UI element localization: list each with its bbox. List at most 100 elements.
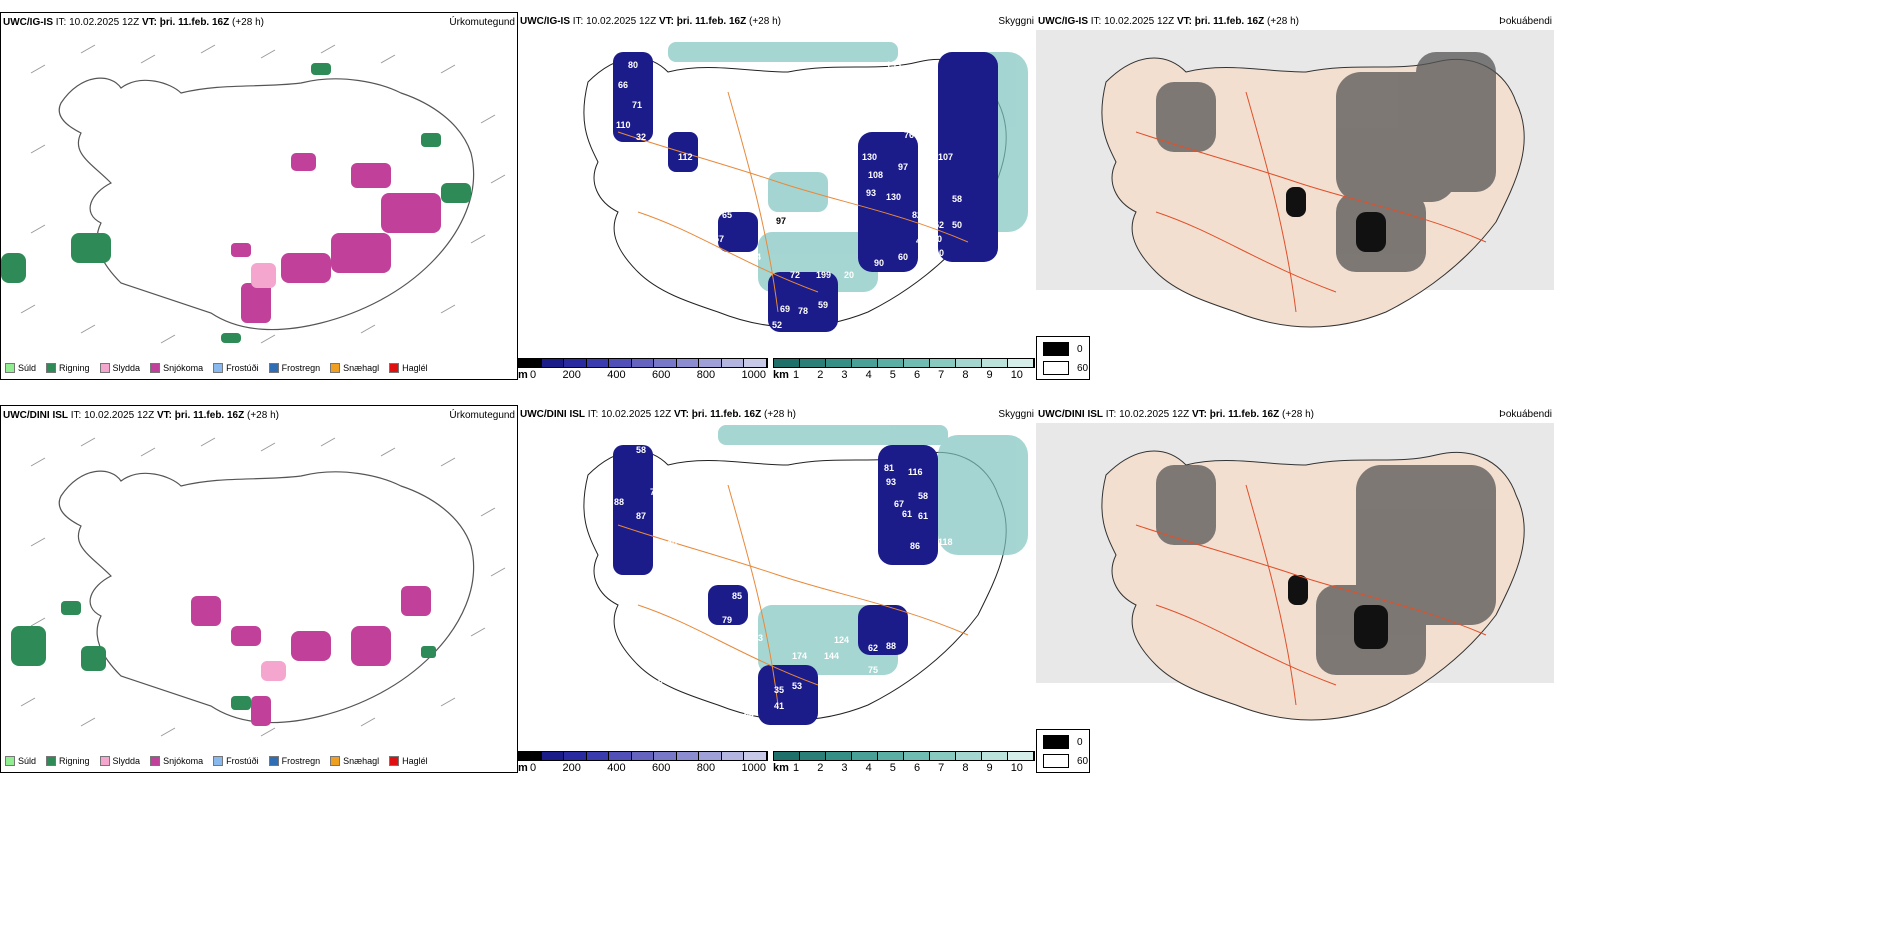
legend-swatch bbox=[150, 756, 161, 766]
fog-swatch-black bbox=[1043, 735, 1069, 749]
precip-panel-row2: UWC/DINI ISL IT: 10.02.2025 12Z VT: þri.… bbox=[0, 405, 518, 773]
ceiling-label: 114 bbox=[672, 172, 687, 182]
ceiling-label: 97 bbox=[898, 162, 909, 172]
ceiling-label: 64 bbox=[744, 709, 755, 719]
ceiling-label: 107 bbox=[938, 152, 954, 162]
ceiling-label: 195 bbox=[886, 60, 902, 70]
ceiling-label: 5 bbox=[928, 130, 934, 140]
visibility-colorbar bbox=[773, 358, 1035, 368]
legend-item: Haglél bbox=[389, 363, 428, 373]
ceiling-label: 69 bbox=[780, 304, 791, 314]
visibility-unit: km bbox=[773, 762, 789, 773]
ceiling-label: 54 bbox=[748, 330, 759, 340]
fog-swatch-white bbox=[1043, 361, 1069, 375]
legend-swatch bbox=[99, 756, 110, 766]
panel-name: Skyggni bbox=[998, 409, 1034, 420]
precip-map bbox=[11, 437, 506, 737]
ceiling-panel-row2: UWC/DINI ISL IT: 10.02.2025 12Z VT: þri.… bbox=[518, 405, 1036, 773]
panel-title: UWC/DINI ISL IT: 10.02.2025 12Z VT: þri.… bbox=[520, 409, 796, 420]
ceiling-label: 89 bbox=[918, 162, 929, 172]
ceiling-label: 82 bbox=[680, 565, 691, 575]
visibility-unit: km bbox=[773, 369, 789, 380]
ceiling-label: 119 bbox=[774, 595, 789, 605]
legend-swatch bbox=[389, 756, 400, 766]
fog-swatch-black bbox=[1043, 342, 1069, 356]
ceiling-label: 2 bbox=[972, 583, 978, 593]
visibility-colorbar bbox=[773, 751, 1035, 761]
ceiling-label: 66 bbox=[910, 615, 921, 625]
precip-legend: Súld Rigning Slydda Snjókoma Frostúði Fr… bbox=[5, 363, 428, 373]
ceiling-label: 41 bbox=[916, 236, 927, 246]
ceiling-label: 65 bbox=[722, 210, 733, 220]
legend-item: Haglél bbox=[389, 756, 428, 766]
ceiling-label: 79 bbox=[722, 615, 733, 625]
ceiling-label: 100 bbox=[662, 539, 678, 549]
ceiling-label: 78 bbox=[798, 306, 809, 316]
ceiling-label: 118 bbox=[938, 537, 953, 547]
legend-swatch bbox=[46, 363, 57, 373]
ceiling-label: 60 bbox=[898, 252, 909, 262]
ceiling-colorbar bbox=[518, 358, 768, 368]
fog-legend-row: 60 bbox=[1043, 361, 1088, 375]
ceiling-label: 52 bbox=[934, 220, 945, 230]
ceiling-label: 41 bbox=[774, 701, 785, 711]
ceiling-label: 76 bbox=[904, 130, 915, 140]
ceiling-label: 175 bbox=[746, 300, 762, 310]
ceiling-label: 29 bbox=[746, 673, 757, 683]
panel-title: UWC/DINI ISL IT: 10.02.2025 12Z VT: þri.… bbox=[1038, 409, 1314, 420]
ceiling-label: 108 bbox=[868, 170, 884, 180]
ceiling-label: 62 bbox=[868, 643, 879, 653]
ceiling-label: 88 bbox=[886, 641, 897, 651]
legend-item: Frostúði bbox=[213, 363, 259, 373]
ceiling-label: 90 bbox=[658, 525, 669, 535]
ceiling-label: 58 bbox=[636, 445, 647, 455]
legend-item: Rigning bbox=[46, 363, 90, 373]
legend-item: Frostregn bbox=[268, 756, 320, 766]
legend-item: Frostregn bbox=[268, 363, 320, 373]
ceiling-label: 59 bbox=[818, 300, 829, 310]
ceiling-label: 130 bbox=[862, 152, 878, 162]
visibility-ticks: 1 2 3 4 5 6 7 8 9 10 bbox=[793, 762, 1023, 773]
ceiling-label: 174 bbox=[792, 651, 808, 661]
ceiling-label: 72 bbox=[790, 270, 801, 280]
ceiling-map bbox=[583, 425, 1028, 725]
ceiling-ticks: 0 200 400 600 800 1000 bbox=[530, 762, 766, 773]
panel-name: Úrkomutegund bbox=[449, 17, 515, 28]
ceiling-label: 57 bbox=[714, 234, 725, 244]
precip-panel-row1: UWC/IG-IS IT: 10.02.2025 12Z VT: þri. 11… bbox=[0, 12, 518, 380]
fog-map bbox=[1036, 30, 1554, 328]
legend-item: Súld bbox=[5, 363, 36, 373]
ceiling-map bbox=[583, 42, 1028, 332]
ceiling-label: 82 bbox=[912, 210, 923, 220]
ceiling-label: 85 bbox=[658, 675, 669, 685]
panel-title: UWC/DINI ISL IT: 10.02.2025 12Z VT: þri.… bbox=[3, 410, 279, 421]
legend-item: Frostúði bbox=[213, 756, 259, 766]
ceiling-label: 86 bbox=[910, 541, 921, 551]
precip-map bbox=[1, 44, 506, 344]
ceiling-label: 58 bbox=[952, 194, 963, 204]
ceiling-label: 35 bbox=[774, 685, 785, 695]
ceiling-label: 144 bbox=[824, 651, 840, 661]
ceiling-label: 65 bbox=[882, 88, 893, 98]
ceiling-label: 85 bbox=[732, 591, 743, 601]
ceiling-label: 61 bbox=[902, 509, 913, 519]
panel-title: UWC/IG-IS IT: 10.02.2025 12Z VT: þri. 11… bbox=[3, 17, 264, 28]
ceiling-label: 199 bbox=[816, 270, 832, 280]
ceiling-label: 31 bbox=[690, 252, 701, 262]
legend-swatch bbox=[389, 363, 400, 373]
panel-name: Úrkomutegund bbox=[449, 410, 515, 421]
ceiling-label: 82 bbox=[686, 184, 697, 194]
fog-legend-row: 0 bbox=[1043, 342, 1083, 356]
visibility-ticks: 1 2 3 4 5 6 7 8 9 10 bbox=[793, 369, 1023, 380]
ceiling-label: 55 bbox=[920, 110, 931, 120]
ceiling-label: 53 bbox=[792, 681, 803, 691]
ceiling-label: 93 bbox=[866, 188, 877, 198]
ceiling-label: 81 bbox=[894, 108, 905, 118]
fog-legend-row: 60 bbox=[1043, 754, 1088, 768]
ceiling-colorbar bbox=[518, 751, 768, 761]
panel-name: Þokuábendi bbox=[1499, 409, 1552, 420]
ceiling-label: 75 bbox=[868, 665, 879, 675]
ceiling-label: 110 bbox=[616, 120, 631, 130]
legend-swatch bbox=[5, 756, 15, 766]
ceiling-unit: m bbox=[518, 762, 528, 773]
